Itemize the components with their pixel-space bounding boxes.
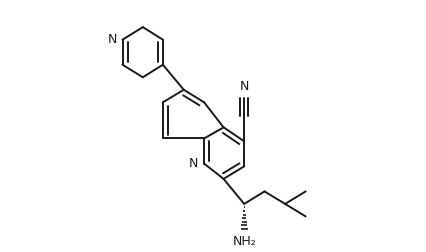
Text: N: N [239,80,249,92]
Text: NH₂: NH₂ [232,235,256,247]
Text: N: N [108,33,117,46]
Text: N: N [189,157,198,170]
